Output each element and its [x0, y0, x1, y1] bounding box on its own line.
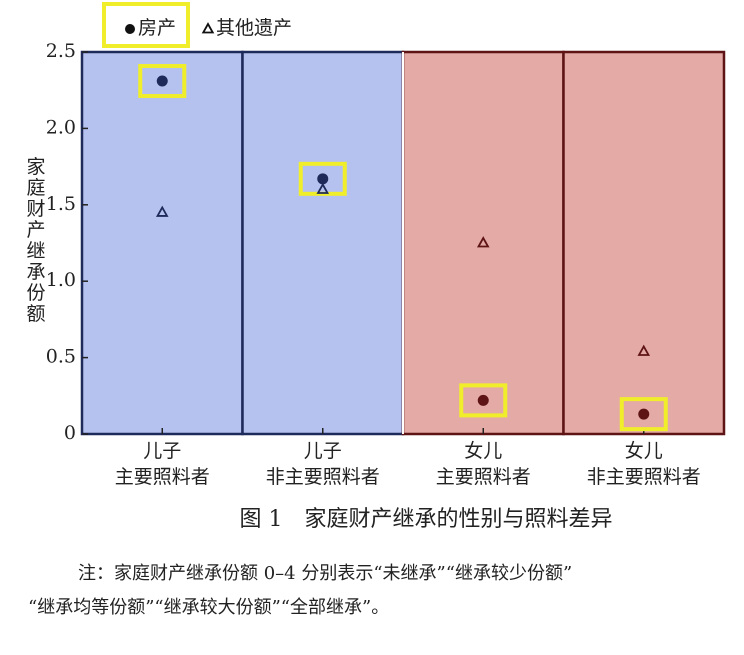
highlight-box: [102, 2, 190, 48]
panel: [241, 50, 405, 436]
x-tick-label: 主要照料者: [436, 466, 531, 488]
y-tick-label: 1.5: [46, 193, 76, 215]
x-tick-label: 儿子: [304, 440, 342, 462]
y-tick-label: 2.5: [46, 40, 76, 62]
note-line: “继承均等份额”“继承较大份额”“全部继承”。: [28, 597, 389, 618]
legend-label: 其他遗产: [216, 17, 292, 39]
legend-marker: [125, 24, 135, 34]
point: [637, 344, 651, 356]
highlight-box: [459, 383, 508, 418]
point: [638, 408, 650, 420]
point: [155, 205, 169, 217]
highlight-box: [619, 397, 668, 432]
legend-marker: [201, 22, 215, 34]
point: [477, 394, 489, 406]
x-tick-label: 女儿: [464, 440, 502, 462]
x-tick-label: 非主要照料者: [587, 466, 701, 488]
x-tick-label: 女儿: [625, 440, 663, 462]
y-axis-label: 家庭财产继承份额: [26, 156, 45, 325]
point: [317, 173, 329, 185]
note-line: 注：家庭财产继承份额 0–4 分别表示“未继承”“继承较少份额”: [78, 563, 572, 584]
panel: [562, 50, 726, 436]
y-tick-label: 0.5: [46, 346, 76, 368]
x-tick-label: 主要照料者: [115, 466, 210, 488]
x-tick-label: 儿子: [143, 440, 181, 462]
panel: [80, 50, 244, 436]
panel: [401, 50, 565, 436]
y-tick-label: 2.0: [46, 116, 76, 138]
y-tick-label: 0: [64, 422, 76, 444]
y-tick-label: 1.0: [46, 269, 76, 291]
highlight-box: [138, 64, 187, 99]
point: [476, 236, 490, 248]
point: [316, 182, 330, 194]
legend-label: 房产: [138, 17, 176, 39]
x-tick-label: 非主要照料者: [266, 466, 380, 488]
chart-title: 图 1 家庭财产继承的性别与照料差异: [240, 507, 613, 532]
point: [156, 75, 168, 87]
